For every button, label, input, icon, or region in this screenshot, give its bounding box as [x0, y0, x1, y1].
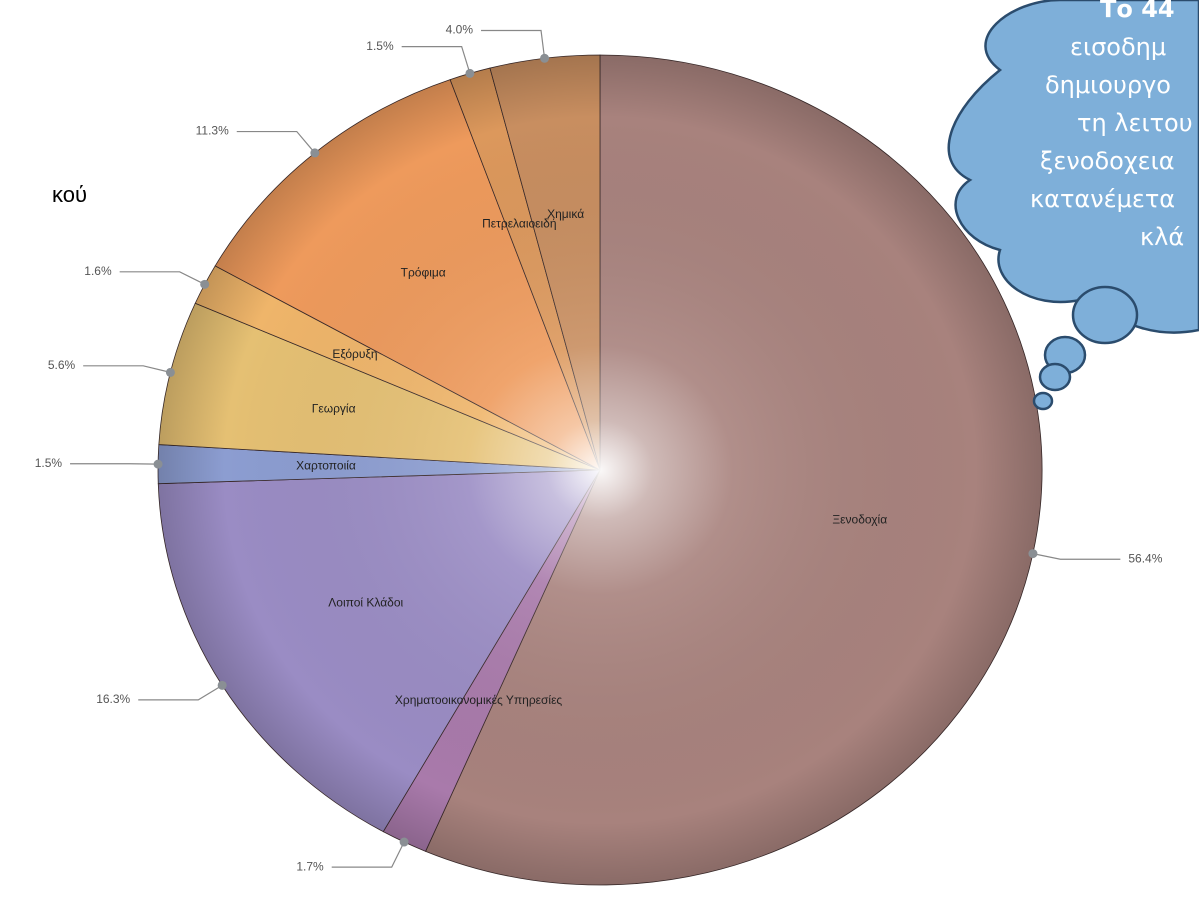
leader-dot: [540, 53, 550, 63]
leader-line: [1032, 553, 1121, 560]
slice-label: Χρηματοοικονομικές Υπηρεσίες: [395, 693, 563, 707]
callout-line: δημιουργο: [1045, 71, 1171, 99]
value-label: 5.6%: [48, 358, 76, 372]
slice-label: Εξόρυξη: [332, 347, 377, 361]
callout-text: Το 44 εισοδημ δημιουργο τη λειτου ξενοδοχεια…: [1030, 0, 1193, 251]
value-label: 1.7%: [296, 859, 324, 873]
slice-label: Λοιποί Κλάδοι: [328, 596, 403, 610]
leader-dot: [165, 367, 175, 377]
leader-dot: [1028, 549, 1038, 559]
leader-dot: [399, 837, 409, 847]
value-label: 4.0%: [446, 23, 474, 37]
value-label: 11.3%: [196, 124, 229, 138]
callout-line: εισοδημ: [1070, 33, 1166, 61]
value-label: 1.6%: [84, 264, 112, 278]
slice-label: Πετρελαιοειδή: [482, 216, 556, 230]
leader-line: [83, 365, 171, 373]
leader-line: [236, 130, 316, 154]
callout-line: κατανέμετα: [1030, 185, 1175, 213]
leader-dot: [217, 680, 227, 690]
leader-line: [331, 841, 405, 868]
leader-dot: [310, 148, 320, 158]
leader-line: [481, 29, 546, 59]
slide-text-fragment: κού: [52, 182, 87, 207]
leader-line: [119, 271, 205, 285]
value-label: 1.5%: [35, 456, 63, 470]
value-label: 16.3%: [96, 692, 130, 706]
slice-label: Γεωργία: [312, 402, 356, 416]
value-label: 56.4%: [1128, 551, 1162, 565]
callout-line: τη λειτου: [1077, 109, 1193, 137]
callout-line: ξενοδοχεια: [1040, 147, 1175, 175]
slice-label: Ξενοδοχία: [832, 512, 887, 526]
slice-label: Τρόφιμα: [401, 266, 446, 280]
callout-line: Το 44: [1100, 0, 1175, 23]
callout-line: κλά: [1140, 223, 1184, 251]
leader-dot: [153, 459, 163, 469]
leader-line: [401, 46, 471, 74]
leader-dot: [200, 279, 210, 289]
leader-line: [138, 684, 223, 701]
slice-label: Χαρτοποιία: [296, 459, 356, 473]
value-label: 1.5%: [366, 39, 394, 53]
thought-cloud: [947, 0, 1199, 411]
leader-dot: [465, 68, 475, 78]
slice-label: Χημικά: [547, 207, 584, 221]
